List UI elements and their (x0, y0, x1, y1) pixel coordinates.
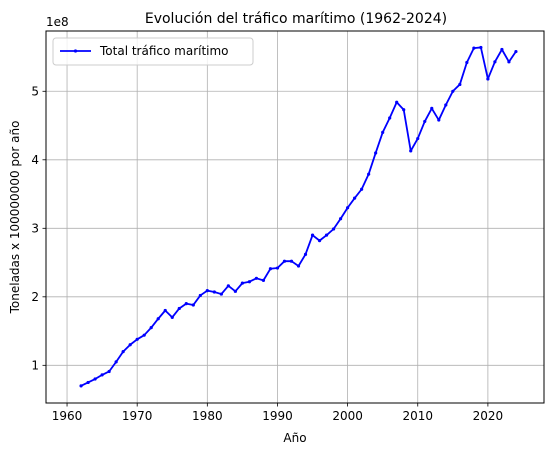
data-point (423, 119, 427, 124)
x-tick-label: 1960 (52, 409, 83, 423)
x-tick-label: 1980 (192, 409, 223, 423)
grid (46, 31, 544, 403)
data-point (367, 172, 371, 176)
y-offset-label: 1e8 (46, 15, 69, 29)
data-point (324, 233, 329, 237)
plot-frame (45, 30, 545, 404)
data-point (500, 47, 504, 52)
data-point (282, 259, 287, 263)
legend-label: Total tráfico marítimo (99, 44, 229, 58)
data-point (247, 280, 252, 284)
data-point (226, 284, 230, 288)
data-point (388, 116, 392, 120)
y-axis: 1 2 3 4 5 (31, 84, 46, 372)
y-tick-label: 3 (31, 221, 39, 235)
data-point (444, 103, 448, 107)
data-point (486, 77, 490, 81)
x-axis-title: Año (283, 431, 306, 445)
data-point (177, 306, 181, 311)
data-point (472, 46, 476, 50)
data-point (493, 60, 497, 64)
data-point (79, 384, 83, 388)
data-point (465, 60, 469, 65)
data-point (191, 303, 195, 307)
data-point (114, 360, 118, 364)
data-point (514, 49, 518, 54)
x-tick-label: 1990 (262, 409, 293, 423)
y-tick-label: 4 (31, 153, 39, 167)
x-tick-label: 1970 (122, 409, 153, 423)
data-point (479, 45, 483, 50)
data-point (331, 227, 336, 231)
data-point (135, 337, 139, 341)
data-point (402, 108, 406, 112)
data-point (437, 118, 441, 122)
data-point (184, 302, 188, 306)
data-point (170, 315, 174, 319)
data-point (458, 82, 462, 87)
chart-title: Evolución del tráfico marítimo (1962-202… (145, 11, 447, 27)
data-point (507, 60, 511, 64)
data-point (205, 289, 209, 293)
data-point (233, 289, 237, 293)
legend: Total tráfico marítimo (52, 37, 254, 66)
data-point (381, 130, 385, 134)
data-point (198, 293, 202, 298)
data-point (261, 278, 266, 282)
y-tick-label: 5 (31, 84, 39, 98)
data-point (240, 281, 244, 285)
data-point (275, 266, 280, 270)
legend-box (52, 37, 254, 66)
data-point (156, 317, 160, 321)
data-point (254, 276, 259, 280)
data-point (338, 217, 343, 221)
data-point (430, 106, 434, 111)
data-point (219, 292, 223, 296)
data-point (107, 369, 111, 374)
data-point (346, 206, 350, 210)
data-point (93, 377, 97, 381)
data-point (149, 326, 153, 330)
data-point (163, 308, 167, 313)
y-tick-label: 1 (31, 358, 39, 372)
x-axis: 1960 1970 1980 1990 2000 2010 2020 (52, 403, 503, 423)
x-tick-label: 2010 (402, 409, 433, 423)
data-point (374, 151, 378, 155)
x-tick-label: 2020 (473, 409, 504, 423)
data-point (360, 187, 364, 191)
data-point (409, 149, 413, 153)
data-point (100, 373, 104, 377)
data-point (268, 267, 273, 271)
data-point (212, 290, 216, 294)
data-point (296, 264, 301, 268)
y-tick-label: 2 (31, 290, 39, 304)
data-point (289, 259, 294, 263)
legend-marker-icon (73, 49, 78, 53)
data-point (303, 252, 308, 256)
data-point (416, 136, 420, 141)
y-axis-title: Toneladas x 100000000 por año (8, 121, 22, 315)
x-tick-label: 2000 (332, 409, 363, 423)
data-point (121, 350, 125, 354)
data-point (86, 380, 90, 385)
data-point (142, 333, 146, 337)
data-point (353, 196, 357, 200)
data-point (395, 100, 399, 104)
data-point (317, 239, 322, 243)
series-layer (79, 45, 518, 388)
data-point (310, 233, 315, 237)
data-point (451, 89, 455, 93)
data-point (128, 343, 132, 347)
